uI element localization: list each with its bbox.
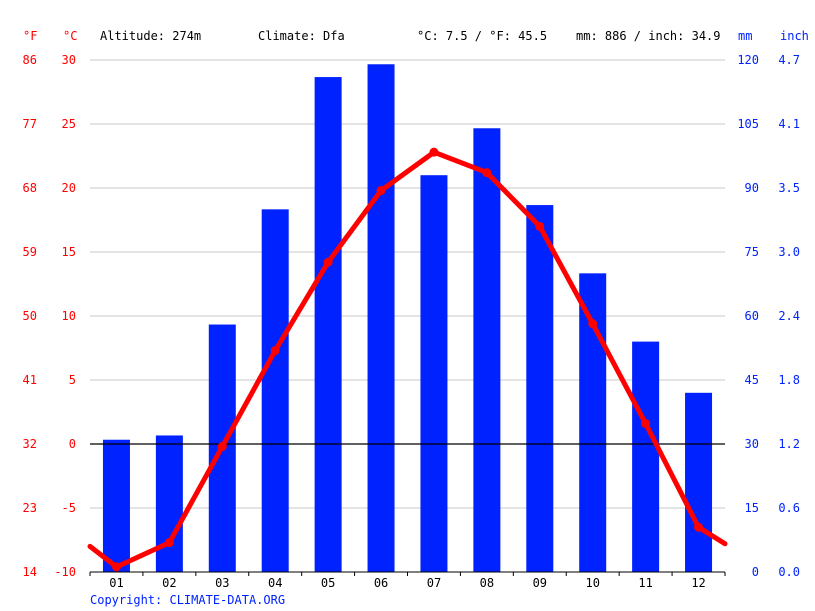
inch-tick-label: 0.6 [778, 501, 800, 515]
inch-tick-label: 2.4 [778, 309, 800, 323]
mm-tick-label: 45 [745, 373, 759, 387]
fahrenheit-tick-label: 59 [23, 245, 37, 259]
celsius-unit-label: °C [63, 29, 77, 43]
precipitation-bar [473, 128, 501, 572]
celsius-tick-label: 5 [69, 373, 76, 387]
temperature-point [429, 147, 439, 157]
left-axis: 86 30 77 25 68 20 59 15 50 10 41 5 32 0 23 -5 14 -10 [23, 53, 76, 579]
celsius-tick-label: 30 [62, 53, 76, 67]
celsius-tick-label: 20 [62, 181, 76, 195]
month-tick-label: 11 [638, 576, 652, 590]
climate-class-label: Climate: Dfa [258, 29, 345, 43]
precipitation-bar [579, 273, 607, 572]
mm-tick-label: 90 [745, 181, 759, 195]
avg-temperature-label: °C: 7.5 / °F: 45.5 [417, 29, 547, 43]
inch-tick-label: 3.5 [778, 181, 800, 195]
precipitation-bar [261, 209, 289, 573]
copyright-text: Copyright: CLIMATE-DATA.ORG [90, 593, 285, 607]
inch-unit-label: inch [780, 29, 809, 43]
fahrenheit-tick-label: 23 [23, 501, 37, 515]
celsius-tick-label: 10 [62, 309, 76, 323]
celsius-tick-label: 15 [62, 245, 76, 259]
month-tick-label: 01 [109, 576, 123, 590]
celsius-tick-label: -10 [54, 565, 76, 579]
fahrenheit-tick-label: 77 [23, 117, 37, 131]
celsius-tick-label: 25 [62, 117, 76, 131]
month-tick-label: 12 [691, 576, 705, 590]
temperature-point [323, 257, 333, 267]
precipitation-bar [155, 435, 183, 572]
inch-tick-label: 1.2 [778, 437, 800, 451]
month-tick-label: 10 [585, 576, 599, 590]
month-tick-label: 03 [215, 576, 229, 590]
fahrenheit-tick-label: 50 [23, 309, 37, 323]
fahrenheit-tick-label: 68 [23, 181, 37, 195]
celsius-tick-label: 0 [69, 437, 76, 451]
inch-tick-label: 0.0 [778, 565, 800, 579]
zero-line-layer [89, 443, 726, 576]
inch-tick-label: 4.7 [778, 53, 800, 67]
precipitation-bar [685, 392, 713, 572]
mm-tick-label: 75 [745, 245, 759, 259]
total-precipitation-label: mm: 886 / inch: 34.9 [576, 29, 721, 43]
fahrenheit-tick-label: 14 [23, 565, 37, 579]
altitude-label: Altitude: 274m [100, 29, 201, 43]
temperature-point [164, 538, 174, 548]
right-axis: 120 4.7 105 4.1 90 3.5 75 3.0 60 2.4 45 1.8 30 1.2 15 0… [737, 53, 800, 579]
mm-tick-label: 60 [745, 309, 759, 323]
temperature-point [482, 168, 492, 178]
temperature-point [217, 442, 227, 452]
temperature-line-layer [87, 147, 728, 572]
temperature-point [535, 221, 545, 231]
month-tick-label: 06 [374, 576, 388, 590]
fahrenheit-unit-label: °F [23, 29, 37, 43]
fahrenheit-tick-label: 86 [23, 53, 37, 67]
fahrenheit-tick-label: 41 [23, 373, 37, 387]
month-axis: 01 02 03 04 05 06 07 08 09 10 11 12 [109, 576, 706, 590]
mm-unit-label: mm [738, 29, 752, 43]
month-tick-label: 07 [427, 576, 441, 590]
month-tick-label: 09 [533, 576, 547, 590]
mm-tick-label: 105 [737, 117, 759, 131]
temperature-point [270, 346, 280, 356]
precipitation-bar [526, 205, 554, 573]
inch-tick-label: 3.0 [778, 245, 800, 259]
precipitation-bar [367, 64, 395, 573]
precipitation-bar [102, 439, 130, 572]
mm-tick-label: 0 [752, 565, 759, 579]
mm-tick-label: 15 [745, 501, 759, 515]
temperature-line [87, 149, 728, 570]
month-tick-label: 04 [268, 576, 282, 590]
gridlines [90, 59, 725, 573]
fahrenheit-tick-label: 32 [23, 437, 37, 451]
precipitation-bar [314, 77, 342, 573]
temperature-point [694, 522, 704, 532]
mm-tick-label: 120 [737, 53, 759, 67]
inch-tick-label: 4.1 [778, 117, 800, 131]
temperature-point [588, 319, 598, 329]
month-tick-label: 08 [480, 576, 494, 590]
temperature-point [641, 419, 651, 429]
month-tick-label: 02 [162, 576, 176, 590]
inch-tick-label: 1.8 [778, 373, 800, 387]
temperature-point [376, 186, 386, 196]
precipitation-bar [420, 175, 448, 572]
celsius-tick-label: -5 [62, 501, 76, 515]
precipitation-bar [632, 341, 660, 572]
mm-tick-label: 30 [745, 437, 759, 451]
temperature-point [111, 562, 121, 572]
month-tick-label: 05 [321, 576, 335, 590]
precipitation-bars [102, 64, 713, 573]
